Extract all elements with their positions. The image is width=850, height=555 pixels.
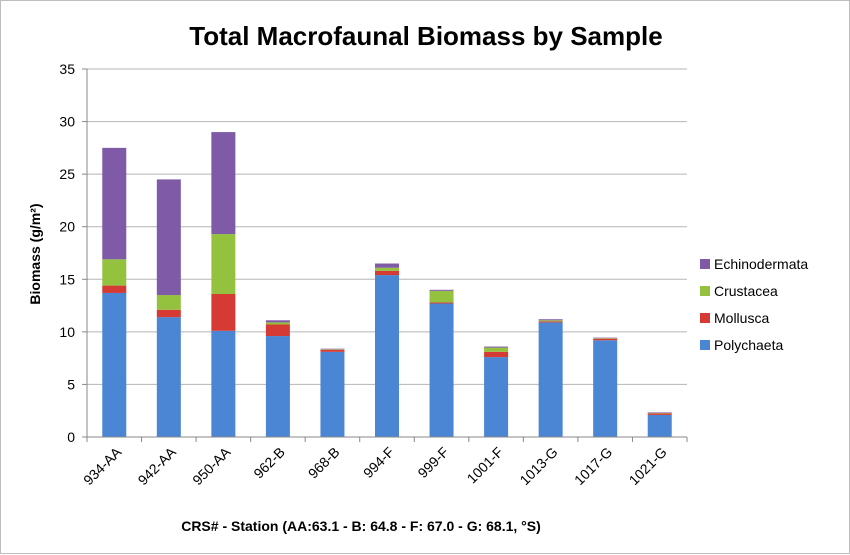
- bar-echinodermata-994-F: [375, 263, 399, 268]
- x-tick-label: 1021-G: [626, 444, 670, 488]
- y-tick-label: 10: [59, 324, 75, 340]
- y-tick-label: 20: [59, 219, 75, 235]
- bar-echinodermata-1021-G: [647, 412, 672, 413]
- bar-polychaeta-1013-G: [538, 322, 563, 437]
- bar-crustacea-1017-G: [593, 338, 618, 339]
- bar-echinodermata-1001-F: [484, 346, 509, 348]
- legend-label-echinodermata: Echinodermata: [714, 256, 808, 272]
- bar-polychaeta-950-AA: [211, 330, 236, 437]
- bar-crustacea-1001-F: [484, 347, 509, 352]
- legend-label-crustacea: Crustacea: [714, 283, 778, 299]
- y-axis-label: Biomass (g/m²): [27, 203, 43, 304]
- bar-crustacea-999-F: [429, 290, 454, 303]
- bar-mollusca-1017-G: [593, 338, 618, 341]
- bar-polychaeta-962-B: [265, 336, 290, 437]
- bar-echinodermata-950-AA: [211, 132, 236, 235]
- legend-swatch-mollusca: [700, 313, 710, 323]
- bar-polychaeta-999-F: [429, 303, 454, 437]
- x-tick-label: 968-B: [305, 444, 343, 482]
- bar-mollusca-1001-F: [484, 351, 509, 358]
- legend-swatch-crustacea: [700, 286, 710, 296]
- bar-mollusca-962-B: [265, 324, 290, 337]
- y-tick-label: 30: [59, 114, 75, 130]
- bars: [102, 132, 672, 437]
- bar-crustacea-950-AA: [211, 234, 236, 295]
- bar-mollusca-1021-G: [647, 413, 672, 415]
- bar-polychaeta-1021-G: [647, 414, 672, 437]
- x-tick-label: 950-AA: [189, 443, 234, 488]
- bar-echinodermata-1013-G: [538, 319, 563, 321]
- legend: Echinodermata Crustacea Mollusca Polychaeta: [700, 256, 808, 353]
- bar-mollusca-999-F: [429, 302, 454, 304]
- x-tick-label: 994-F: [360, 444, 397, 481]
- x-tick-labels: 934-AA 942-AA 950-AA 962-B 968-B 994-F 999-F 10…: [80, 437, 688, 488]
- legend-label-mollusca: Mollusca: [714, 310, 769, 326]
- y-tick-labels: 0 5 10 15 20 25 30 35: [59, 61, 87, 445]
- bar-echinodermata-968-B: [320, 348, 345, 350]
- bar-crustacea-994-F: [375, 267, 399, 271]
- y-tick-label: 35: [59, 61, 75, 77]
- y-tick-label: 15: [59, 271, 75, 287]
- x-tick-label: 962-B: [250, 444, 288, 482]
- bar-crustacea-942-AA: [156, 295, 181, 310]
- bar-echinodermata-999-F: [429, 289, 454, 291]
- legend-swatch-echinodermata: [700, 259, 710, 269]
- y-tick-label: 5: [67, 376, 75, 392]
- x-tick-label: 999-F: [414, 444, 451, 481]
- x-tick-label: 942-AA: [135, 443, 180, 488]
- bar-echinodermata-942-AA: [156, 179, 181, 296]
- chart-title: Total Macrofaunal Biomass by Sample: [189, 21, 662, 51]
- bar-crustacea-934-AA: [102, 259, 127, 286]
- bar-polychaeta-1001-F: [484, 357, 509, 437]
- bar-echinodermata-934-AA: [102, 147, 127, 260]
- bar-crustacea-968-B: [320, 349, 345, 350]
- bar-mollusca-1013-G: [538, 321, 563, 323]
- bar-mollusca-934-AA: [102, 285, 127, 293]
- bar-mollusca-950-AA: [211, 294, 236, 331]
- legend-label-polychaeta: Polychaeta: [714, 337, 783, 353]
- bar-crustacea-1021-G: [647, 412, 672, 414]
- bar-mollusca-942-AA: [156, 309, 181, 318]
- legend-swatch-polychaeta: [700, 340, 710, 350]
- x-tick-label: 1001-F: [464, 444, 507, 487]
- bar-polychaeta-994-F: [375, 275, 399, 437]
- y-tick-label: 25: [59, 166, 75, 182]
- bar-polychaeta-942-AA: [156, 317, 181, 437]
- y-tick-label: 0: [67, 429, 75, 445]
- bar-mollusca-968-B: [320, 349, 345, 352]
- x-tick-label: 1013-G: [516, 444, 560, 488]
- bar-crustacea-962-B: [265, 322, 290, 325]
- bar-mollusca-994-F: [375, 270, 399, 276]
- bar-polychaeta-934-AA: [102, 292, 127, 437]
- x-axis-label: CRS# - Station (AA:63.1 - B: 64.8 - F: 6…: [181, 518, 541, 534]
- x-tick-label: 934-AA: [80, 443, 125, 488]
- x-tick-label: 1017-G: [571, 444, 615, 488]
- bar-echinodermata-1017-G: [593, 337, 618, 339]
- bar-polychaeta-1017-G: [593, 340, 618, 437]
- bar-polychaeta-968-B: [320, 351, 345, 437]
- bar-echinodermata-962-B: [265, 320, 290, 323]
- bar-crustacea-1013-G: [538, 320, 563, 322]
